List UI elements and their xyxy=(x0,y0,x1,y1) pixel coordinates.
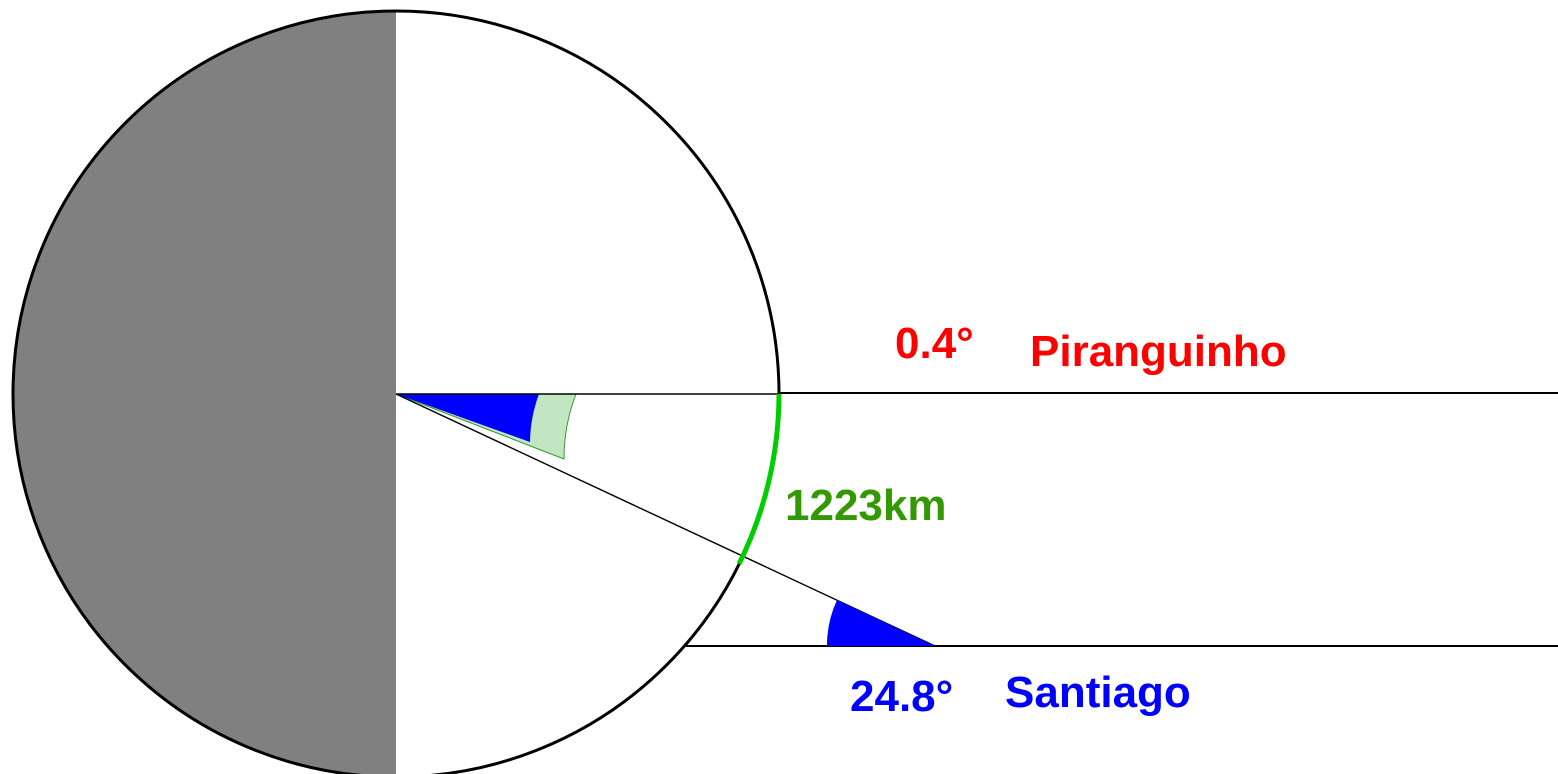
piranguinho-angle-label: 0.4° xyxy=(895,319,974,368)
earth-dark-half xyxy=(13,11,396,774)
santiago-angle-wedge xyxy=(826,600,935,646)
piranguinho-name-label: Piranguinho xyxy=(1030,327,1287,376)
distance-label: 1223km xyxy=(785,481,946,530)
distance-arc xyxy=(736,393,782,566)
central-angle-wedge xyxy=(396,394,539,442)
santiago-name-label: Santiago xyxy=(1005,668,1191,717)
santiago-angle-label: 24.8° xyxy=(850,672,953,721)
